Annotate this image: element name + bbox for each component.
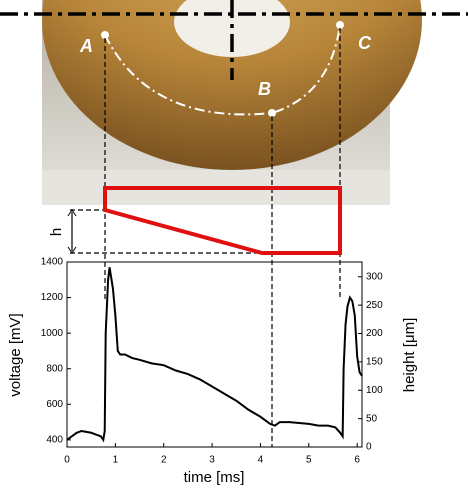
y2-tick-label: 300 xyxy=(366,271,383,282)
y2-tick-label: 150 xyxy=(366,357,383,368)
point-label: B xyxy=(258,79,271,99)
y2-axis-label: height [μm] xyxy=(401,318,418,393)
y2-tick-label: 0 xyxy=(366,442,372,453)
y-tick-label: 600 xyxy=(46,399,63,410)
x-tick-label: 5 xyxy=(306,455,312,466)
y2-tick-label: 100 xyxy=(366,385,383,396)
point-label: C xyxy=(358,33,372,53)
height-profile xyxy=(103,186,342,255)
y-tick-label: 1400 xyxy=(41,257,64,268)
signal-line xyxy=(66,267,363,443)
y-axis-label: voltage [mV] xyxy=(7,313,24,396)
y2-tick-label: 200 xyxy=(366,328,383,339)
x-tick-label: 6 xyxy=(354,455,360,466)
x-tick-label: 3 xyxy=(209,455,215,466)
x-tick-label: 4 xyxy=(258,455,264,466)
y2-tick-label: 50 xyxy=(366,413,378,424)
y-tick-label: 400 xyxy=(46,435,63,446)
y-tick-label: 800 xyxy=(46,363,63,374)
x-tick-label: 0 xyxy=(64,455,70,466)
y-tick-label: 1200 xyxy=(41,292,64,303)
h-arrow-heads xyxy=(67,209,77,254)
point-label: A xyxy=(79,36,93,56)
x-tick-label: 2 xyxy=(161,455,167,466)
plot-frame xyxy=(66,261,363,448)
y-tick-label: 1000 xyxy=(41,328,64,339)
photo xyxy=(42,0,422,205)
y2-tick-label: 250 xyxy=(366,300,383,311)
x-tick-label: 1 xyxy=(113,455,119,466)
x-axis-label: time [ms] xyxy=(184,469,245,486)
h-label: h xyxy=(48,228,65,236)
